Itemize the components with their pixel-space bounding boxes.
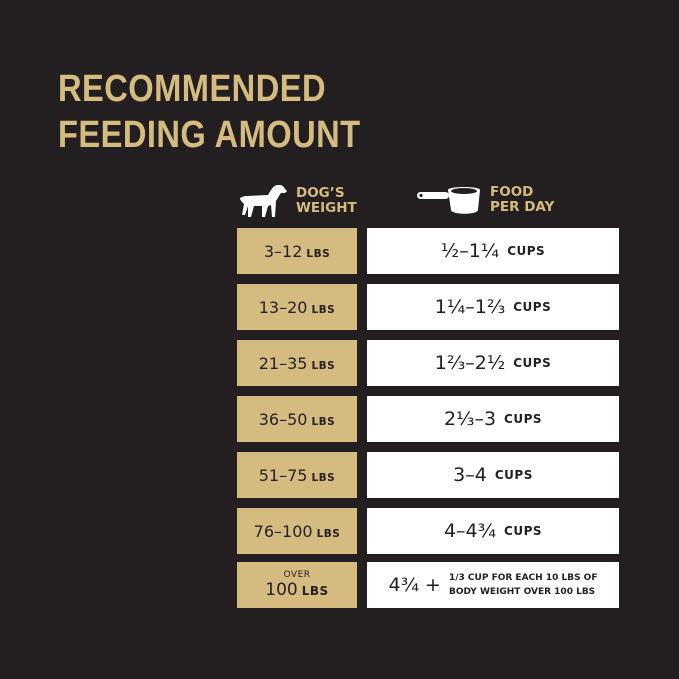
title-line-2: FEEDING AMOUNT <box>58 114 361 156</box>
measuring-cup-icon <box>417 187 480 214</box>
food-unit: CUPS <box>504 524 543 538</box>
food-cell: 3–4 CUPS <box>367 452 619 498</box>
weight-unit: LBS <box>316 527 341 540</box>
food-unit: CUPS <box>513 356 552 370</box>
weight-value: 3–12 <box>263 241 303 261</box>
food-value: ½–1¼ <box>440 240 500 262</box>
food-value: 1⅔–2½ <box>434 352 506 374</box>
food-unit: CUPS <box>504 412 543 426</box>
food-value: 2⅓–3 <box>443 408 497 430</box>
food-cell: 4¾ + 1/3 CUP FOR EACH 10 LBS OF BODY WEI… <box>367 562 619 608</box>
weight-prefix: OVER <box>283 570 311 580</box>
weight-unit: LBS <box>301 584 329 598</box>
weight-header-line1: DOG’S <box>296 185 345 201</box>
weight-cell: 76–100 LBS <box>237 508 357 554</box>
weight-unit: LBS <box>311 359 336 372</box>
food-note: 1/3 CUP FOR EACH 10 LBS OF BODY WEIGHT O… <box>449 571 598 599</box>
weight-unit: LBS <box>311 303 336 316</box>
food-note-line1: 1/3 CUP FOR EACH 10 LBS OF <box>448 573 598 583</box>
table-row: 21–35 LBS 1⅔–2½ CUPS <box>237 340 619 386</box>
food-value: 4¾ + <box>388 574 441 596</box>
table-row: 3–12 LBS ½–1¼ CUPS <box>237 228 619 274</box>
food-header-line1: FOOD <box>490 184 534 200</box>
table-row: 76–100 LBS 4–4¾ CUPS <box>237 508 619 554</box>
weight-cell: OVER 100 LBS <box>237 562 357 608</box>
table-row: 51–75 LBS 3–4 CUPS <box>237 452 619 498</box>
food-cell: ½–1¼ CUPS <box>367 228 619 274</box>
food-cell: 1¼–1⅔ CUPS <box>367 284 619 330</box>
dog-icon <box>240 185 287 217</box>
table-row: 13–20 LBS 1¼–1⅔ CUPS <box>237 284 619 330</box>
weight-value: 76–100 <box>253 521 313 541</box>
food-value: 3–4 <box>453 464 487 486</box>
weight-value: 21–35 <box>258 353 308 373</box>
weight-cell: 36–50 LBS <box>237 396 357 442</box>
food-header: FOOD PER DAY <box>416 184 554 216</box>
food-value: 4–4¾ <box>443 520 497 542</box>
food-unit: CUPS <box>494 468 533 482</box>
table-row: 36–50 LBS 2⅓–3 CUPS <box>237 396 619 442</box>
weight-value: 51–75 <box>258 465 308 485</box>
food-cell: 4–4¾ CUPS <box>367 508 619 554</box>
table-row-over-100: OVER 100 LBS 4¾ + 1/3 CUP FOR EACH 10 LBS… <box>237 562 619 608</box>
weight-cell: 21–35 LBS <box>237 340 357 386</box>
food-header-line2: PER DAY <box>490 199 555 215</box>
weight-cell: 3–12 LBS <box>237 228 357 274</box>
weight-unit: LBS <box>311 471 336 484</box>
weight-unit: LBS <box>306 247 331 260</box>
food-unit: CUPS <box>513 300 552 314</box>
weight-unit: LBS <box>311 415 336 428</box>
weight-value: 100 <box>265 580 298 600</box>
weight-cell: 13–20 LBS <box>237 284 357 330</box>
food-unit: CUPS <box>507 244 546 258</box>
food-value: 1¼–1⅔ <box>434 296 506 318</box>
title-line-1: RECOMMENDED <box>58 68 326 110</box>
food-cell: 2⅓–3 CUPS <box>367 396 619 442</box>
food-note-line2: BODY WEIGHT OVER 100 LBS <box>448 587 596 597</box>
page-title: RECOMMENDED FEEDING AMOUNT <box>58 66 361 158</box>
weight-header-line2: WEIGHT <box>296 200 357 216</box>
weight-value: 13–20 <box>258 297 308 317</box>
food-cell: 1⅔–2½ CUPS <box>367 340 619 386</box>
weight-cell: 51–75 LBS <box>237 452 357 498</box>
weight-value: 36–50 <box>258 409 308 429</box>
weight-header: DOG’S WEIGHT <box>238 184 357 218</box>
